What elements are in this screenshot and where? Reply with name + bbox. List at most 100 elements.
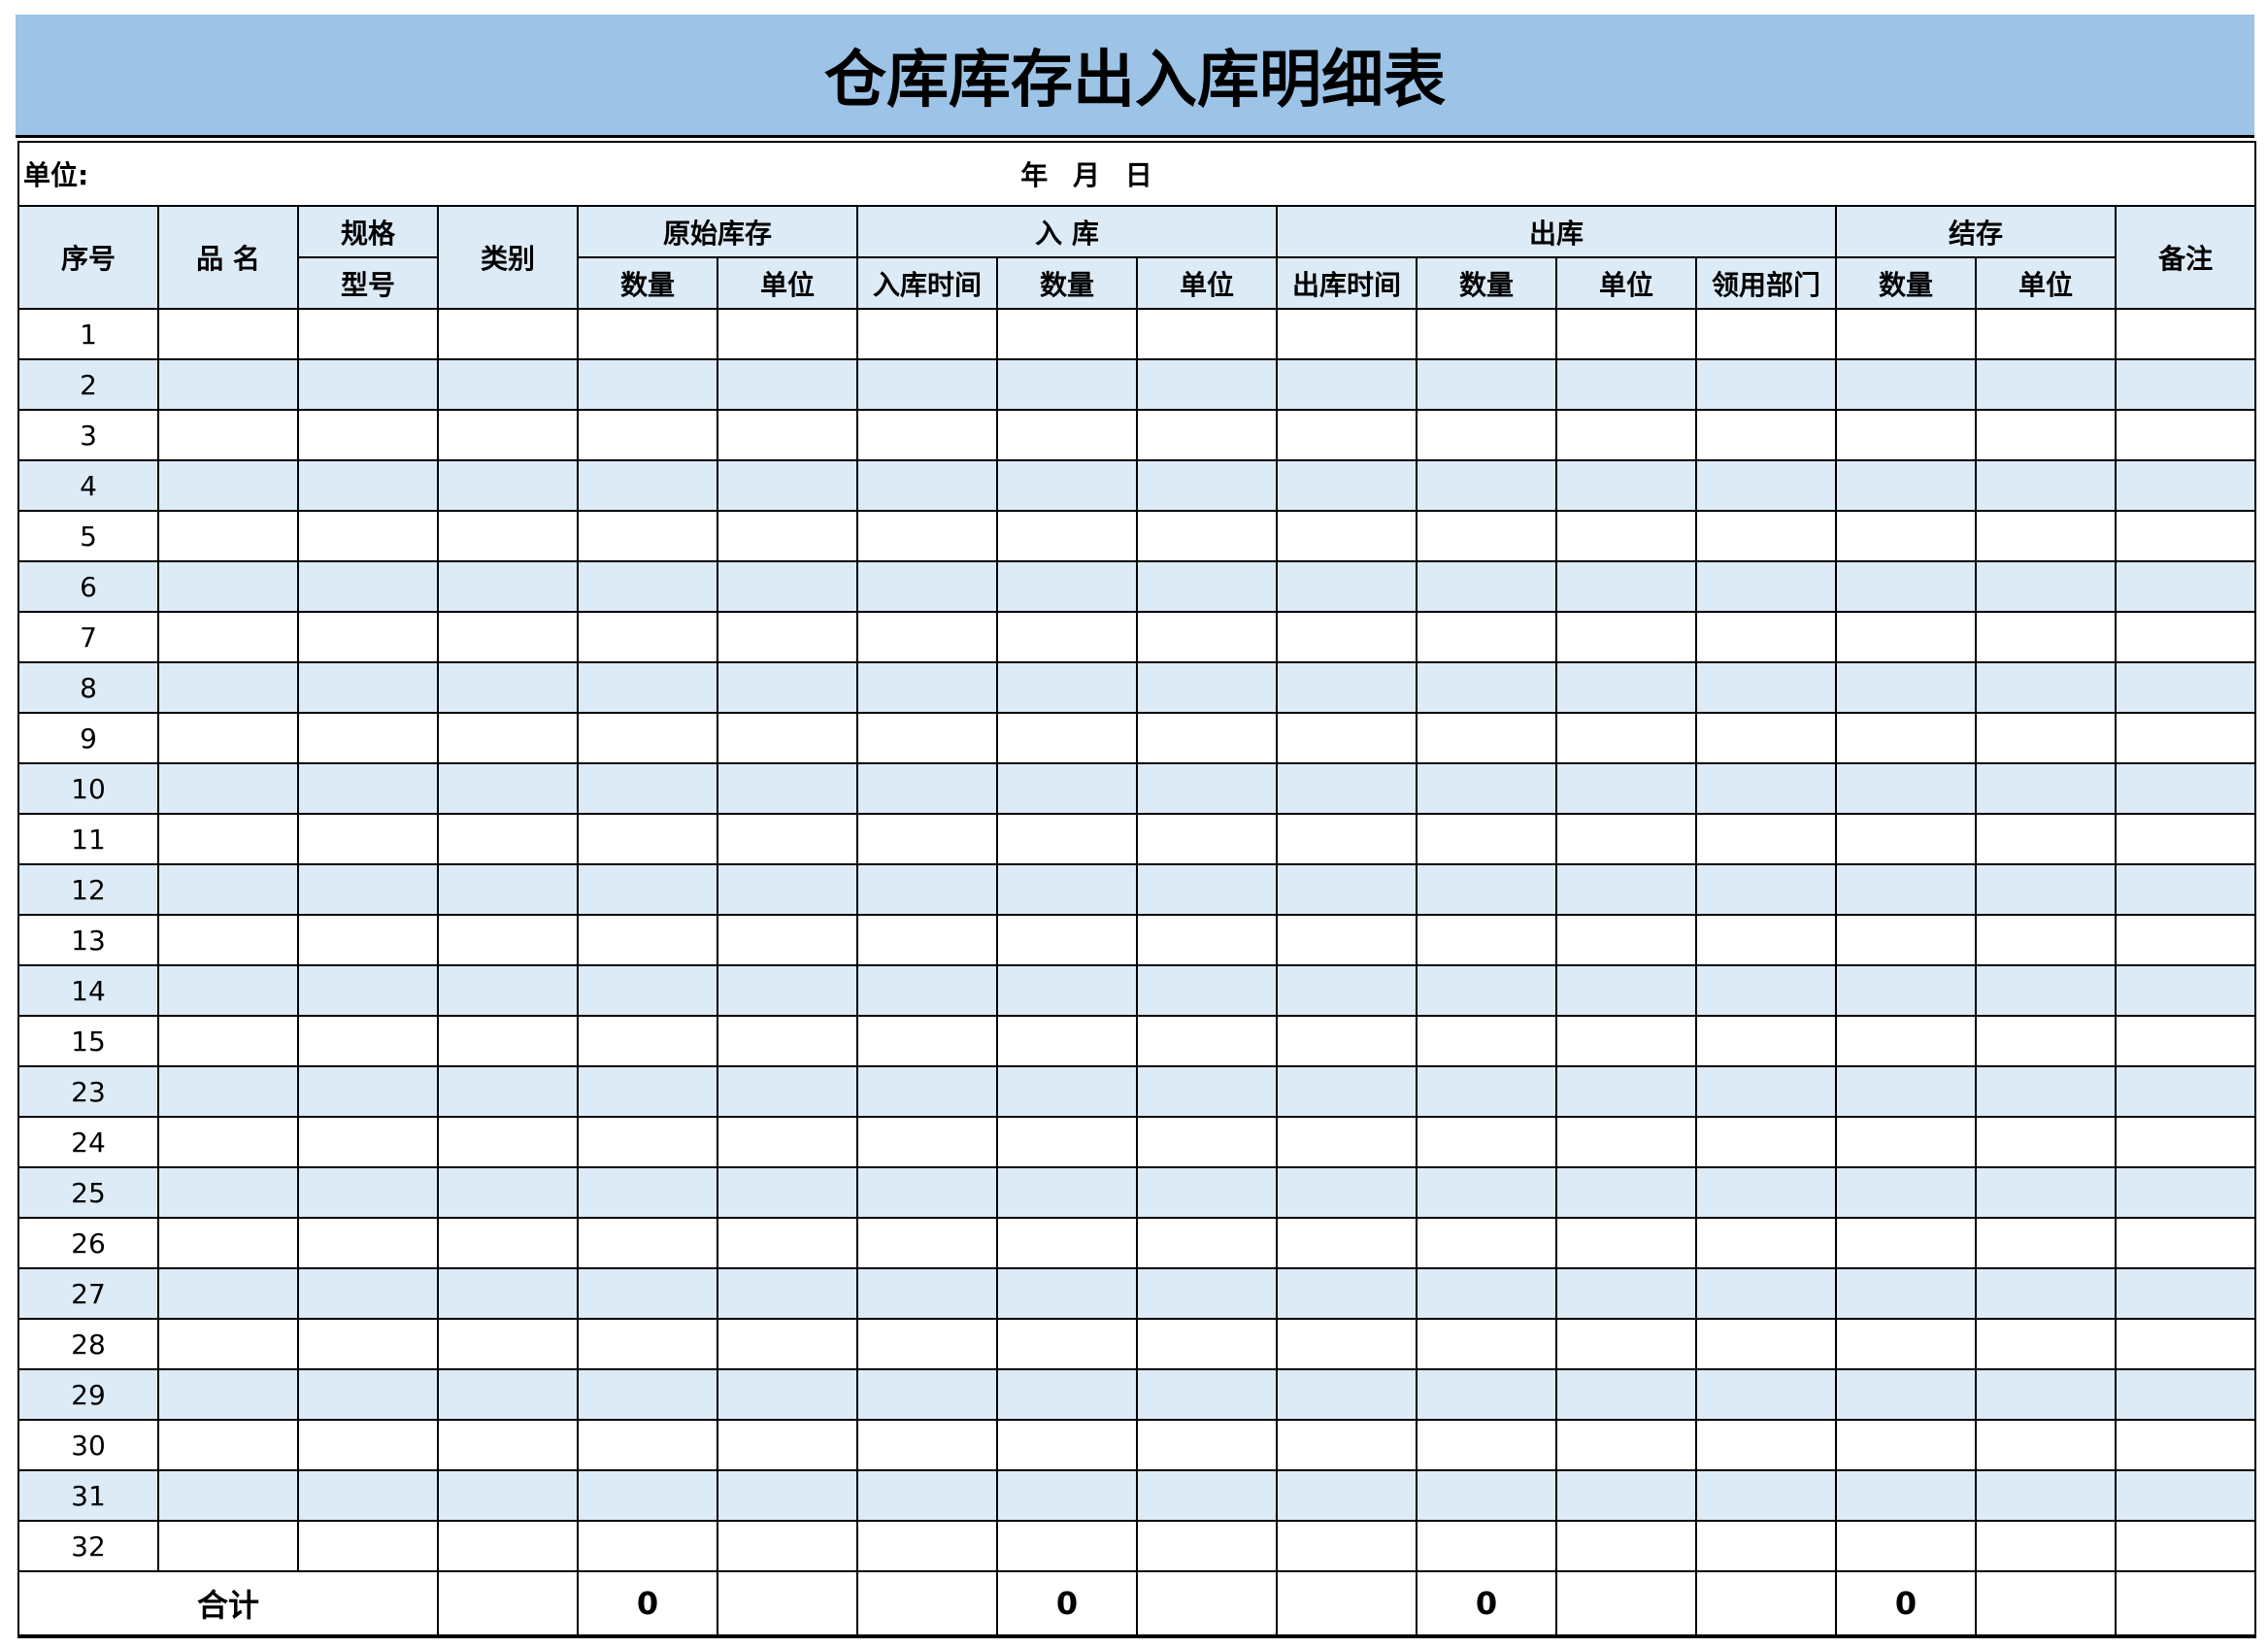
table-cell[interactable]	[1695, 1267, 1837, 1320]
table-cell[interactable]	[717, 863, 858, 916]
table-cell[interactable]	[297, 1469, 439, 1522]
table-cell[interactable]	[1416, 1116, 1557, 1168]
table-cell[interactable]	[1416, 712, 1557, 764]
table-cell[interactable]	[1136, 914, 1278, 966]
table-cell[interactable]	[1416, 459, 1557, 512]
table-cell[interactable]	[1555, 813, 1697, 865]
table-cell[interactable]	[1695, 1065, 1837, 1118]
table-cell[interactable]	[1695, 1419, 1837, 1471]
table-cell[interactable]	[1555, 1015, 1697, 1067]
table-cell[interactable]	[437, 813, 579, 865]
table-cell[interactable]	[2114, 914, 2257, 966]
table-cell[interactable]	[577, 1368, 718, 1421]
table-cell[interactable]	[1555, 308, 1697, 360]
table-cell[interactable]	[437, 863, 579, 916]
table-cell[interactable]	[1416, 510, 1557, 562]
table-cell[interactable]	[2114, 1166, 2257, 1219]
table-cell[interactable]	[1276, 964, 1418, 1017]
table-cell[interactable]	[577, 1419, 718, 1471]
table-cell[interactable]	[297, 1217, 439, 1269]
table-cell[interactable]	[996, 358, 1138, 411]
table-cell[interactable]	[717, 1116, 858, 1168]
table-cell[interactable]	[437, 661, 579, 714]
table-cell[interactable]	[437, 358, 579, 411]
table-cell[interactable]	[1276, 661, 1418, 714]
table-cell[interactable]	[1416, 1267, 1557, 1320]
table-cell[interactable]	[856, 1217, 998, 1269]
table-cell[interactable]	[1695, 914, 1837, 966]
table-cell[interactable]	[297, 762, 439, 815]
table-cell[interactable]	[996, 459, 1138, 512]
table-cell[interactable]	[856, 409, 998, 461]
table-cell[interactable]	[2114, 1318, 2257, 1370]
table-cell[interactable]	[1136, 358, 1278, 411]
table-cell[interactable]	[437, 1419, 579, 1471]
table-cell[interactable]	[1276, 1267, 1418, 1320]
table-cell[interactable]	[1835, 409, 1977, 461]
table-cell[interactable]	[856, 863, 998, 916]
table-cell[interactable]	[1835, 1318, 1977, 1370]
table-cell[interactable]	[1276, 1368, 1418, 1421]
table-cell[interactable]	[157, 1469, 299, 1522]
table-cell[interactable]	[856, 813, 998, 865]
table-cell[interactable]	[1276, 308, 1418, 360]
table-cell[interactable]	[577, 964, 718, 1017]
table-cell[interactable]	[1555, 1469, 1697, 1522]
total-out-qty[interactable]: 0	[1416, 1570, 1557, 1638]
table-cell[interactable]	[577, 459, 718, 512]
table-cell[interactable]	[157, 813, 299, 865]
table-cell[interactable]	[1555, 1368, 1697, 1421]
table-cell[interactable]	[1835, 712, 1977, 764]
table-cell[interactable]	[1555, 1267, 1697, 1320]
table-cell[interactable]	[437, 409, 579, 461]
table-cell[interactable]	[996, 1419, 1138, 1471]
table-cell[interactable]	[717, 611, 858, 663]
table-cell[interactable]	[1835, 1166, 1977, 1219]
table-cell[interactable]	[1276, 560, 1418, 613]
table-cell[interactable]	[996, 409, 1138, 461]
table-cell[interactable]	[996, 661, 1138, 714]
table-cell[interactable]	[1555, 712, 1697, 764]
table-cell[interactable]	[1136, 1469, 1278, 1522]
table-cell[interactable]	[297, 1015, 439, 1067]
table-cell[interactable]	[717, 1065, 858, 1118]
table-cell[interactable]	[1835, 611, 1977, 663]
table-cell[interactable]	[2114, 813, 2257, 865]
table-cell[interactable]	[856, 459, 998, 512]
table-cell[interactable]	[1416, 762, 1557, 815]
table-cell[interactable]	[1975, 1166, 2117, 1219]
table-cell[interactable]	[1695, 1520, 1837, 1572]
table-cell[interactable]	[856, 358, 998, 411]
table-cell[interactable]	[1555, 1065, 1697, 1118]
total-cell[interactable]	[1276, 1570, 1418, 1638]
table-cell[interactable]	[577, 1116, 718, 1168]
table-cell[interactable]	[1695, 409, 1837, 461]
table-cell[interactable]	[2114, 1267, 2257, 1320]
table-cell[interactable]	[1975, 1520, 2117, 1572]
table-cell[interactable]	[1416, 1520, 1557, 1572]
table-cell[interactable]	[1695, 459, 1837, 512]
table-cell[interactable]	[1975, 712, 2117, 764]
table-cell[interactable]	[1835, 914, 1977, 966]
table-cell[interactable]	[1835, 661, 1977, 714]
table-cell[interactable]	[157, 762, 299, 815]
table-cell[interactable]	[157, 459, 299, 512]
table-cell[interactable]	[717, 1520, 858, 1572]
table-cell[interactable]	[1835, 1469, 1977, 1522]
table-cell[interactable]	[1276, 1116, 1418, 1168]
table-cell[interactable]	[1695, 1116, 1837, 1168]
table-cell[interactable]	[1136, 1217, 1278, 1269]
table-cell[interactable]	[297, 358, 439, 411]
table-cell[interactable]	[1276, 813, 1418, 865]
table-cell[interactable]	[577, 712, 718, 764]
table-cell[interactable]	[1975, 1217, 2117, 1269]
table-cell[interactable]	[2114, 1217, 2257, 1269]
table-cell[interactable]	[297, 611, 439, 663]
table-cell[interactable]	[2114, 712, 2257, 764]
table-cell[interactable]	[1416, 1015, 1557, 1067]
total-cell[interactable]	[437, 1570, 579, 1638]
table-cell[interactable]	[1975, 1015, 2117, 1067]
table-cell[interactable]	[157, 1166, 299, 1219]
table-cell[interactable]	[1136, 611, 1278, 663]
table-cell[interactable]	[1555, 964, 1697, 1017]
